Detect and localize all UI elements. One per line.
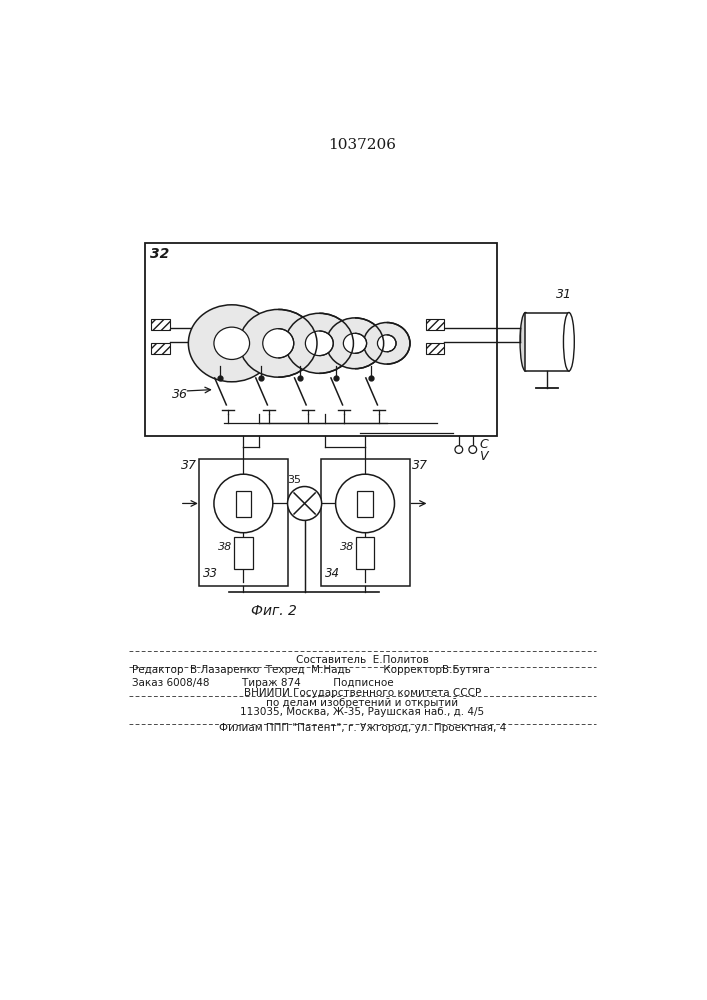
Text: 31: 31: [556, 288, 572, 301]
Text: 38: 38: [340, 542, 354, 552]
Text: V: V: [479, 450, 487, 463]
Ellipse shape: [188, 305, 275, 382]
Ellipse shape: [240, 309, 317, 377]
Bar: [426, 319, 444, 330]
Circle shape: [214, 474, 273, 533]
Text: Составитель  Е.Политов: Составитель Е.Политов: [296, 655, 428, 665]
Text: 37: 37: [181, 459, 197, 472]
Text: 34: 34: [325, 567, 340, 580]
Ellipse shape: [285, 313, 354, 373]
Circle shape: [288, 487, 322, 520]
Bar: [357, 491, 373, 517]
Bar: [151, 319, 170, 330]
Text: Фиг. 2: Фиг. 2: [252, 604, 298, 618]
Circle shape: [336, 474, 395, 533]
Text: +: +: [469, 445, 477, 455]
Text: C: C: [479, 438, 488, 451]
Text: 37: 37: [412, 459, 428, 472]
Ellipse shape: [327, 318, 384, 369]
Ellipse shape: [363, 323, 410, 364]
Text: 32: 32: [151, 247, 170, 261]
Text: по делам изобретений и открытий: по делам изобретений и открытий: [267, 698, 458, 708]
Bar: [145, 243, 497, 436]
Text: Филиам ППП "Патент", г. Ужгород, ул. Проектная, 4: Филиам ППП "Патент", г. Ужгород, ул. Про…: [218, 723, 506, 733]
Text: 35: 35: [287, 475, 300, 485]
Text: Заказ 6008/48          Тираж 874          Подписное: Заказ 6008/48 Тираж 874 Подписное: [132, 678, 394, 688]
Text: ВНИИПИ Государственного комитета СССР: ВНИИПИ Государственного комитета СССР: [244, 688, 481, 698]
Ellipse shape: [563, 312, 574, 371]
Bar: [525, 312, 569, 371]
Ellipse shape: [214, 327, 250, 359]
Bar: [321, 459, 410, 586]
Bar: [356, 537, 374, 569]
Bar: [426, 343, 444, 354]
Ellipse shape: [263, 329, 293, 358]
Ellipse shape: [378, 335, 396, 352]
Text: 36: 36: [172, 388, 188, 401]
Text: 1037206: 1037206: [328, 138, 396, 152]
Bar: [234, 537, 252, 569]
Text: 38: 38: [218, 542, 233, 552]
Bar: [199, 459, 288, 586]
Text: −: −: [455, 445, 463, 455]
Circle shape: [469, 446, 477, 453]
Ellipse shape: [305, 331, 333, 356]
Text: 113035, Москва, Ж-35, Раушская наб., д. 4/5: 113035, Москва, Ж-35, Раушская наб., д. …: [240, 707, 484, 717]
Ellipse shape: [344, 333, 367, 353]
Ellipse shape: [520, 312, 531, 371]
Text: 33: 33: [203, 567, 218, 580]
Circle shape: [455, 446, 462, 453]
Bar: [151, 343, 170, 354]
Text: Редактор  В.Лазаренко  Техред  М.Надь          КорректорВ.Бутяга: Редактор В.Лазаренко Техред М.Надь Корре…: [132, 665, 490, 675]
Bar: [235, 491, 251, 517]
